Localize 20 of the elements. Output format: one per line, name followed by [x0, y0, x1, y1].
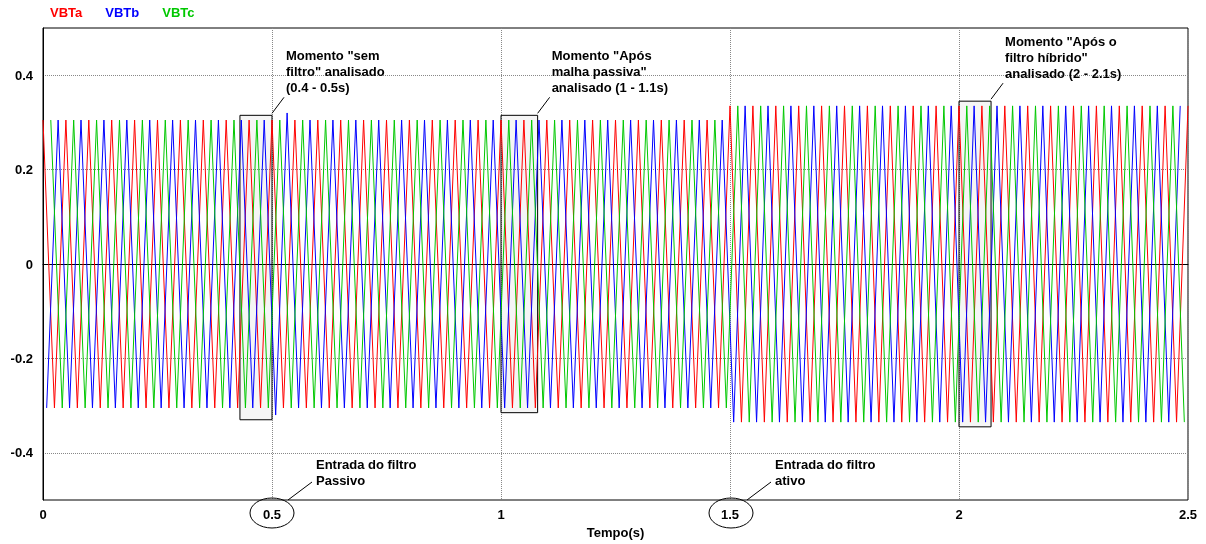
y-tick-label: 0	[25, 256, 33, 272]
text: VBTa	[50, 4, 84, 20]
text: VBTb	[105, 4, 140, 20]
y-tick-label: 0.4	[14, 67, 34, 83]
annotation: Momento "sem filtro" analisado (0.4 - 0.5s)	[286, 47, 385, 95]
x-tick-label: 1.5	[720, 507, 740, 522]
annotation: Entrada do filtro ativo	[775, 456, 876, 488]
annotation: Entrada do filtro Passivo	[316, 456, 417, 488]
x-tick-label: 1	[497, 507, 505, 522]
y-tick-label: 0.2	[14, 162, 33, 178]
x-tick-label: 0.5	[262, 507, 282, 522]
text: VBTc	[162, 4, 195, 20]
x-tick-label: 2	[955, 507, 963, 522]
x-tick-label: 0	[39, 507, 47, 522]
annotation: Momento "Após malha passiva" analisado (1 - 1.1s)	[551, 47, 668, 95]
annotation: Momento "Após o filtro híbrido" analisado (2 - 2.1s)	[1005, 33, 1122, 81]
x-axis-title: Tempo(s)	[586, 524, 645, 540]
y-tick-label: -0.2	[10, 350, 33, 366]
y-tick-label: -0.4	[10, 445, 34, 461]
x-tick-label: 2.5	[1178, 507, 1198, 522]
